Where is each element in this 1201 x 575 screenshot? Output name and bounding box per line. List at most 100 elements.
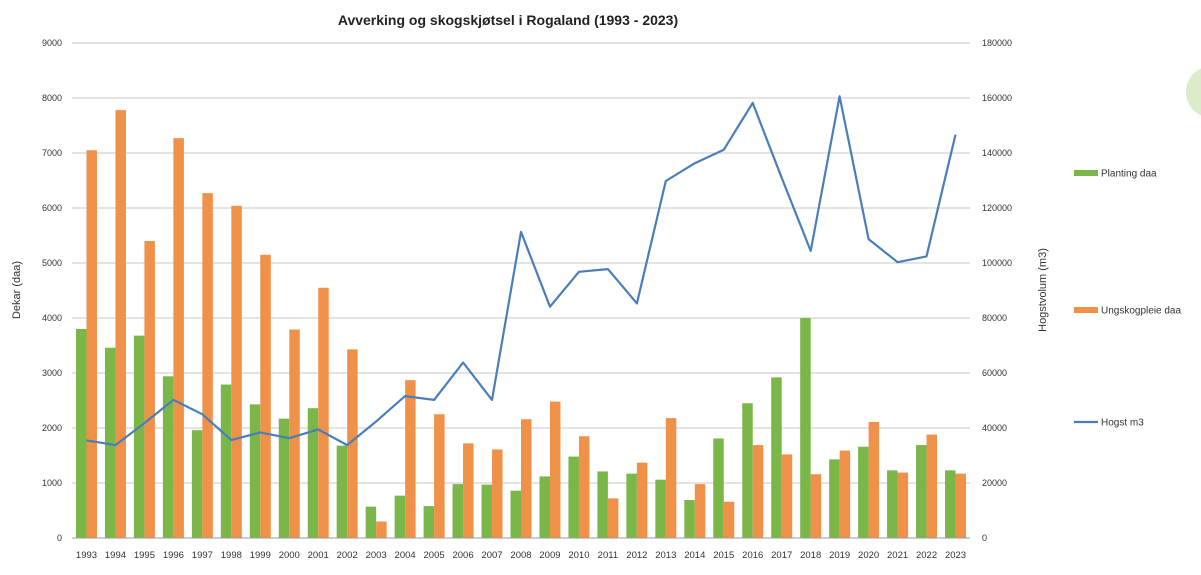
planting-bar bbox=[162, 376, 174, 538]
planting-bar bbox=[423, 506, 435, 538]
x-tick-label: 2023 bbox=[945, 550, 966, 561]
legend-ungskogpleie-swatch bbox=[1074, 307, 1098, 313]
ungskogpleie-bar bbox=[376, 521, 387, 538]
ungskogpleie-bar bbox=[318, 287, 329, 538]
x-tick-label: 2015 bbox=[713, 550, 734, 561]
ungskogpleie-bar bbox=[810, 474, 822, 538]
ungskogpleie-bar bbox=[868, 421, 880, 538]
planting-bar bbox=[75, 329, 87, 538]
x-tick-label: 2019 bbox=[829, 550, 850, 561]
legend-planting-swatch bbox=[1074, 170, 1098, 176]
x-tick-label: 2001 bbox=[308, 550, 329, 561]
x-tick-label: 1996 bbox=[163, 550, 184, 561]
chart-title: Avverking og skogskjøtsel i Rogaland (19… bbox=[338, 12, 678, 28]
y-tick-label: 8000 bbox=[42, 93, 62, 103]
ungskogpleie-bar bbox=[578, 436, 590, 538]
planting-bar bbox=[365, 506, 377, 538]
ungskogpleie-bar bbox=[289, 329, 300, 538]
x-tick-label: 2005 bbox=[424, 550, 445, 561]
y2-tick-label: 100000 bbox=[982, 258, 1012, 268]
y2-axis-label: Hogstvolum (m3) bbox=[1037, 248, 1049, 332]
ungskogpleie-bar bbox=[839, 450, 851, 538]
y-axis-ticks: 0 1000 2000 3000 4000 5000 6000 7000 8000 9000 bbox=[42, 38, 62, 543]
ungskogpleie-bar bbox=[492, 449, 503, 538]
y2-axis-ticks: 0 20000 40000 60000 80000 100000 120000 140000 1… bbox=[982, 38, 1012, 543]
legend: Planting daa Ungskogpleie daa Hogst m3 bbox=[1074, 169, 1181, 429]
x-tick-label: 1995 bbox=[134, 550, 155, 561]
planting-bar bbox=[684, 500, 695, 538]
x-tick-label: 2014 bbox=[684, 550, 705, 561]
planting-bar bbox=[539, 476, 550, 538]
ungskogpleie-bar bbox=[694, 484, 706, 538]
x-tick-label: 2012 bbox=[626, 550, 647, 561]
planting-bar bbox=[771, 377, 782, 538]
y2-tick-label: 80000 bbox=[982, 313, 1007, 323]
ungskogpleie-bar bbox=[202, 193, 213, 538]
ungskogpleie-bar bbox=[955, 473, 967, 538]
x-tick-label: 2009 bbox=[539, 550, 560, 561]
y2-tick-label: 20000 bbox=[982, 478, 1007, 488]
planting-bar bbox=[626, 473, 637, 538]
x-tick-label: 2017 bbox=[771, 550, 792, 561]
ungskogpleie-bar bbox=[173, 138, 184, 538]
ungskogpleie-bar bbox=[723, 501, 735, 538]
ungskogpleie-bar bbox=[897, 472, 909, 538]
planting-bar bbox=[104, 347, 116, 538]
ungskogpleie-bar bbox=[752, 445, 764, 538]
ungskogpleie-bar bbox=[665, 418, 677, 538]
planting-bar bbox=[220, 384, 232, 538]
y-tick-label: 7000 bbox=[42, 148, 62, 158]
planting-bar bbox=[945, 470, 956, 538]
x-axis-ticks: 1993 1994 1995 1996 1997 1998 1999 2000 2001 2002… bbox=[76, 550, 966, 561]
planting-bar bbox=[916, 445, 927, 538]
y-tick-label: 0 bbox=[57, 533, 62, 543]
x-tick-label: 2010 bbox=[568, 550, 589, 561]
planting-bar bbox=[568, 456, 579, 538]
ungskogpleie-bar bbox=[636, 462, 648, 538]
y-tick-label: 9000 bbox=[42, 38, 62, 48]
planting-bar bbox=[307, 408, 319, 538]
planting-bar bbox=[394, 495, 406, 538]
planting-bar bbox=[278, 418, 290, 538]
x-tick-label: 2006 bbox=[452, 550, 473, 561]
x-tick-label: 1997 bbox=[192, 550, 213, 561]
ungskogpleie-bar bbox=[781, 454, 793, 538]
planting-bar bbox=[336, 445, 348, 538]
y2-tick-label: 40000 bbox=[982, 423, 1007, 433]
x-tick-label: 2004 bbox=[395, 550, 416, 561]
planting-bar bbox=[191, 430, 203, 538]
ungskogpleie-bar bbox=[549, 401, 561, 538]
x-tick-label: 2003 bbox=[366, 550, 387, 561]
ungskogpleie-bar bbox=[144, 241, 155, 538]
y2-tick-label: 60000 bbox=[982, 368, 1007, 378]
legend-hogst-label: Hogst m3 bbox=[1101, 418, 1144, 429]
x-tick-label: 1993 bbox=[76, 550, 97, 561]
x-tick-label: 2018 bbox=[800, 550, 821, 561]
x-tick-label: 2007 bbox=[481, 550, 502, 561]
planting-bar bbox=[597, 471, 608, 538]
planting-bar bbox=[249, 404, 261, 538]
ungskogpleie-bar bbox=[405, 380, 416, 538]
ungskogpleie-bar bbox=[463, 443, 474, 538]
decorative-circle bbox=[1186, 68, 1201, 116]
ungskogpleie-bar bbox=[521, 419, 532, 538]
planting-bar bbox=[655, 479, 666, 538]
x-tick-label: 1998 bbox=[221, 550, 242, 561]
y-axis-label: Dekar (daa) bbox=[11, 261, 23, 319]
y-tick-label: 6000 bbox=[42, 203, 62, 213]
planting-bar bbox=[800, 318, 811, 538]
x-tick-label: 2022 bbox=[916, 550, 937, 561]
ungskogpleie-bar bbox=[115, 110, 126, 538]
x-tick-label: 2000 bbox=[279, 550, 300, 561]
line-series bbox=[86, 95, 957, 447]
ungskogpleie-bar bbox=[347, 349, 358, 538]
planting-bar bbox=[481, 484, 493, 538]
bars bbox=[75, 110, 967, 539]
planting-bar bbox=[742, 403, 753, 538]
ungskogpleie-bar bbox=[86, 150, 97, 538]
y2-tick-label: 140000 bbox=[982, 148, 1012, 158]
ungskogpleie-bar bbox=[607, 498, 619, 538]
planting-bar bbox=[452, 484, 464, 538]
y-tick-label: 2000 bbox=[42, 423, 62, 433]
